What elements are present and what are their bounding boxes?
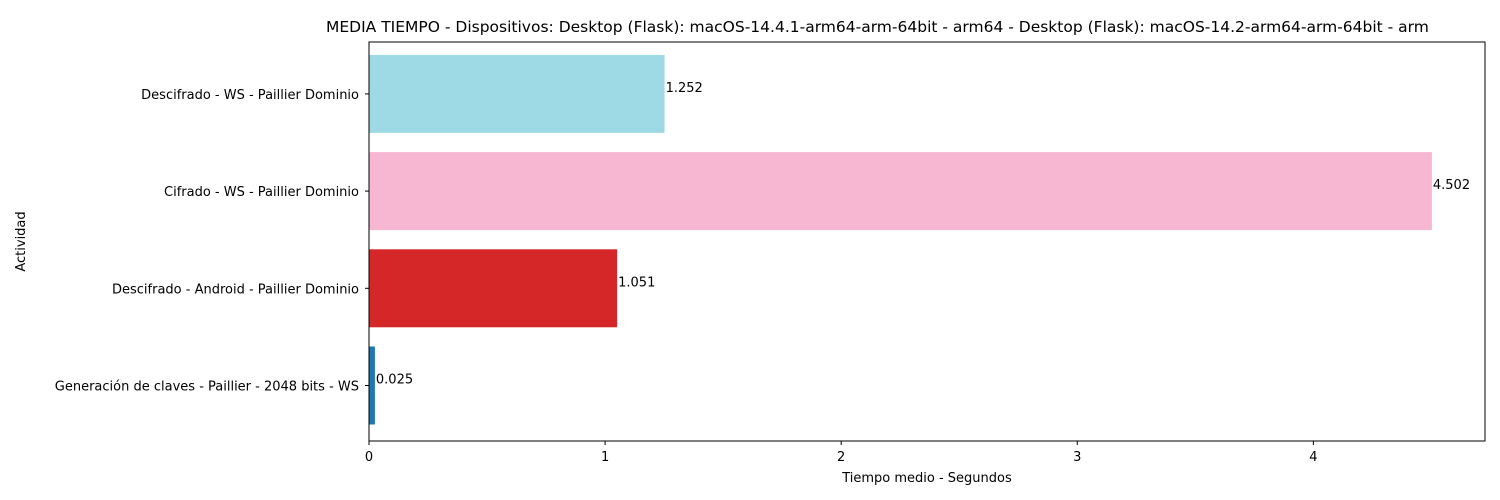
y-tick-label: Cifrado - WS - Paillier Dominio — [164, 185, 359, 200]
x-tick-label: 3 — [1073, 450, 1081, 465]
x-tick-label: 1 — [601, 450, 609, 465]
bar — [369, 249, 618, 328]
bar — [369, 54, 665, 133]
bar-value-label: 4.502 — [1433, 178, 1470, 193]
bar — [369, 152, 1432, 231]
chart-title: MEDIA TIEMPO - Dispositivos: Desktop (Fl… — [326, 18, 1429, 36]
plot-frame — [368, 41, 1486, 442]
x-tick-label: 0 — [365, 450, 373, 465]
y-axis-label: Actividad — [14, 211, 29, 271]
x-axis-label: Tiempo medio - Segundos — [841, 471, 1012, 486]
y-ticks: Generación de claves - Paillier - 2048 b… — [55, 88, 369, 395]
bars-layer: 0.025 1.051 4.502 1.252 — [369, 54, 1470, 425]
bar — [369, 346, 375, 425]
y-tick-label: Generación de claves - Paillier - 2048 b… — [55, 380, 359, 395]
x-tick-label: 4 — [1309, 450, 1317, 465]
bar-value-label: 0.025 — [376, 373, 413, 388]
y-tick-label: Descifrado - Android - Paillier Dominio — [112, 282, 359, 297]
bar-value-label: 1.252 — [666, 81, 703, 96]
y-tick-label: Descifrado - WS - Paillier Dominio — [141, 88, 359, 103]
x-ticks: 0 1 2 3 4 — [365, 441, 1318, 465]
bar-value-label: 1.051 — [618, 275, 655, 290]
x-tick-label: 2 — [837, 450, 845, 465]
